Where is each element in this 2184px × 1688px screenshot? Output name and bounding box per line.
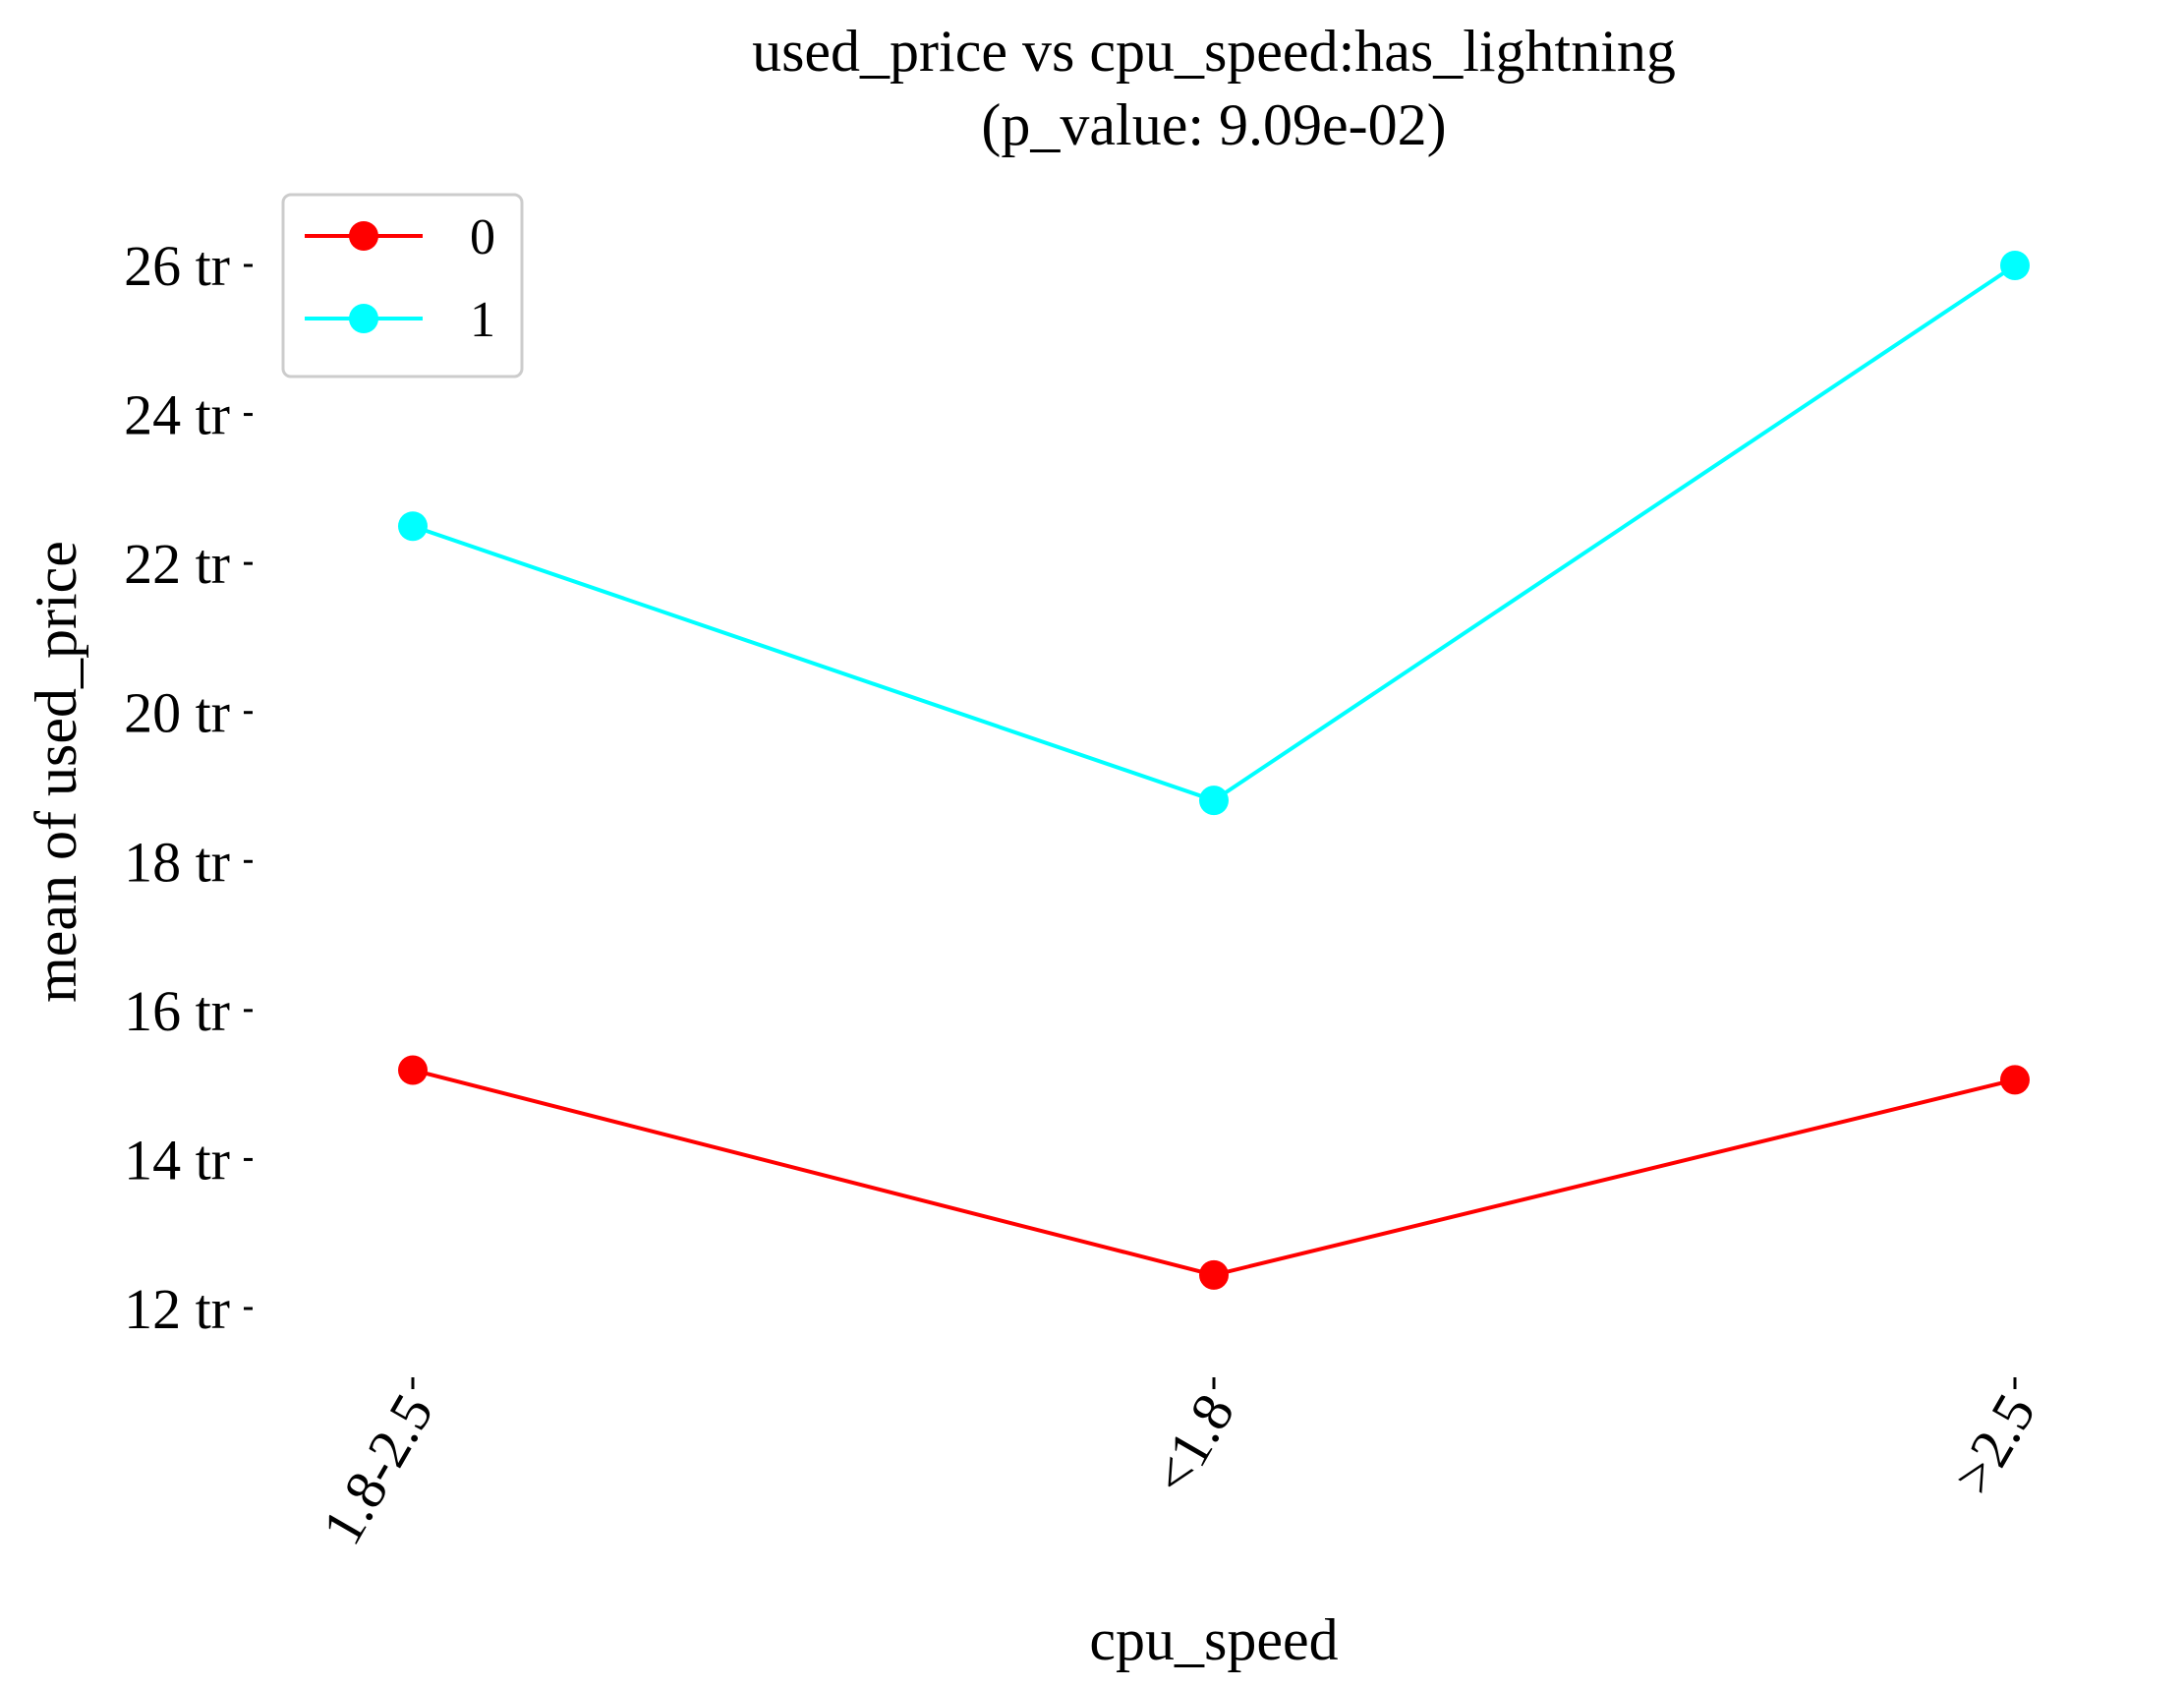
y-axis: 12 tr 14 tr 16 tr 18 tr 20 tr 22 tr 24 tr 26 tr	[124, 234, 253, 1341]
chart-title: used_price vs cpu_speed:has_lightning	[752, 19, 1676, 84]
y-tick-label: 20 tr	[124, 681, 230, 745]
y-tick-label: 18 tr	[124, 830, 230, 894]
chart-subtitle: (p_value: 9.09e-02)	[981, 92, 1446, 157]
series-0	[398, 1055, 2030, 1290]
data-point	[1199, 1259, 1229, 1290]
legend-marker	[349, 304, 378, 333]
x-tick-label: 1.8-2.5	[310, 1383, 445, 1555]
data-point	[398, 511, 428, 542]
legend-label: 0	[470, 209, 495, 265]
y-tick-label: 26 tr	[124, 234, 230, 298]
legend-marker	[349, 221, 378, 251]
x-tick-label: <1.8	[1139, 1383, 1246, 1505]
y-tick-label: 16 tr	[124, 979, 230, 1043]
y-tick-label: 22 tr	[124, 532, 230, 596]
x-axis-label: cpu_speed	[1089, 1607, 1338, 1672]
legend: 01	[281, 193, 524, 378]
legend-frame	[281, 193, 524, 378]
legend-items: 01	[305, 209, 495, 348]
y-tick-label: 24 tr	[124, 383, 230, 447]
series-line	[412, 1068, 2016, 1277]
y-axis-label: mean of used_price	[24, 541, 88, 1003]
series-line	[412, 263, 2017, 803]
data-point	[1199, 786, 1229, 816]
x-tick-label: >2.5	[1940, 1383, 2047, 1505]
data-point	[398, 1055, 428, 1085]
y-tick-label: 14 tr	[124, 1128, 230, 1192]
data-point	[2000, 251, 2030, 280]
y-tick-label: 12 tr	[124, 1277, 230, 1341]
series-layer	[398, 251, 2030, 1290]
series-1	[398, 251, 2030, 816]
data-point	[2000, 1065, 2030, 1095]
x-axis: 1.8-2.5 <1.8 >2.5	[310, 1377, 2047, 1555]
legend-label: 1	[470, 292, 495, 348]
